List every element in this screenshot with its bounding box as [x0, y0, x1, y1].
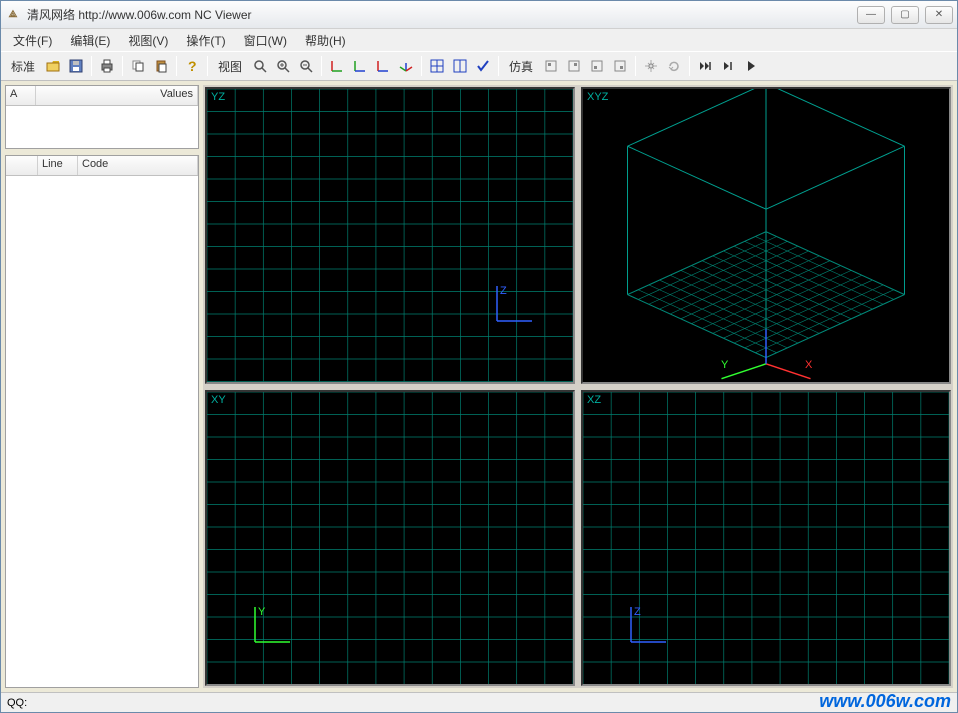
toolbar-label-standard: 标准 [5, 58, 41, 75]
sim-tool2-icon[interactable] [563, 55, 585, 77]
save-icon[interactable] [65, 55, 87, 77]
attributes-panel: A Values [5, 85, 199, 149]
pan-icon[interactable] [640, 55, 662, 77]
fast-forward-icon[interactable] [694, 55, 716, 77]
axis-label-y2: Y [258, 606, 265, 618]
statusbar: QQ: www.006w.com [1, 692, 957, 712]
zoom-fit-icon[interactable] [249, 55, 271, 77]
layout-2-icon[interactable] [449, 55, 471, 77]
axis-yz-icon[interactable] [349, 55, 371, 77]
viewport-xz[interactable]: XZ Z [581, 390, 951, 687]
toolbar-separator [207, 56, 208, 76]
viewport-label-xy: XY [211, 394, 226, 406]
watermark: www.006w.com [819, 691, 951, 712]
left-pane: A Values Line Code [5, 85, 199, 688]
toolbar-label-view: 视图 [212, 58, 248, 75]
content-area: A Values Line Code YZ [1, 81, 957, 692]
rotate-icon[interactable] [663, 55, 685, 77]
zoom-in-icon[interactable] [272, 55, 294, 77]
code-header: Line Code [6, 156, 198, 176]
menu-help[interactable]: 帮助(H) [297, 30, 354, 51]
zoom-out-icon[interactable] [295, 55, 317, 77]
menu-window[interactable]: 窗口(W) [236, 30, 295, 51]
toolbar-separator [635, 56, 636, 76]
copy-icon[interactable] [127, 55, 149, 77]
toolbar-separator [176, 56, 177, 76]
app-icon: ⟁ [5, 7, 21, 23]
grid-yz [207, 89, 573, 382]
play-icon[interactable] [740, 55, 762, 77]
sim-tool1-icon[interactable] [540, 55, 562, 77]
code-panel: Line Code [5, 155, 199, 688]
code-body [6, 176, 198, 687]
toolbar-separator [91, 56, 92, 76]
print-icon[interactable] [96, 55, 118, 77]
window-title: 清风网络 http://www.006w.com NC Viewer [27, 6, 857, 23]
minimize-button[interactable]: — [857, 6, 885, 24]
viewport-label-yz: YZ [211, 91, 225, 103]
grid-xz [583, 392, 949, 685]
window-controls: — ▢ ✕ [857, 6, 953, 24]
axis-label-z2: Z [634, 606, 641, 618]
axis-indicator-xz [631, 642, 632, 643]
svg-text:?: ? [188, 58, 197, 74]
code-header-line[interactable]: Line [38, 156, 78, 175]
viewport-xy[interactable]: XY Y [205, 390, 575, 687]
viewport-yz[interactable]: YZ Z [205, 87, 575, 384]
toolbar-separator [421, 56, 422, 76]
axis-indicator-yz [497, 321, 498, 322]
close-button[interactable]: ✕ [925, 6, 953, 24]
menu-action[interactable]: 操作(T) [178, 30, 233, 51]
check-icon[interactable] [472, 55, 494, 77]
layout-4-icon[interactable] [426, 55, 448, 77]
axis-label-z: Z [500, 285, 507, 297]
toolbar-separator [498, 56, 499, 76]
maximize-button[interactable]: ▢ [891, 6, 919, 24]
axis-indicator-xy [255, 642, 256, 643]
grid-xy [207, 392, 573, 685]
attributes-body [6, 106, 198, 148]
menu-edit[interactable]: 编辑(E) [62, 30, 118, 51]
paste-icon[interactable] [150, 55, 172, 77]
attributes-header: A Values [6, 86, 198, 106]
open-icon[interactable] [42, 55, 64, 77]
axis-label-y: Y [721, 359, 728, 371]
help-icon[interactable]: ? [181, 55, 203, 77]
axis-xy-icon[interactable] [326, 55, 348, 77]
code-header-code[interactable]: Code [78, 156, 198, 175]
sim-tool4-icon[interactable] [609, 55, 631, 77]
app-window: ⟁ 清风网络 http://www.006w.com NC Viewer — ▢… [0, 0, 958, 713]
toolbar: 标准 ? 视图 [1, 51, 957, 81]
attributes-header-values[interactable]: Values [36, 86, 198, 105]
menu-view[interactable]: 视图(V) [120, 30, 176, 51]
attributes-header-a[interactable]: A [6, 86, 36, 105]
menubar: 文件(F) 编辑(E) 视图(V) 操作(T) 窗口(W) 帮助(H) [1, 29, 957, 51]
viewport-area: YZ Z XYZ [203, 85, 953, 688]
toolbar-separator [689, 56, 690, 76]
statusbar-label: QQ: [7, 697, 27, 709]
titlebar: ⟁ 清风网络 http://www.006w.com NC Viewer — ▢… [1, 1, 957, 29]
axis-iso-icon[interactable] [395, 55, 417, 77]
viewport-label-xyz: XYZ [587, 91, 608, 103]
toolbar-separator [321, 56, 322, 76]
viewport-label-xz: XZ [587, 394, 601, 406]
step-icon[interactable] [717, 55, 739, 77]
toolbar-label-sim: 仿真 [503, 58, 539, 75]
code-header-blank[interactable] [6, 156, 38, 175]
menu-file[interactable]: 文件(F) [5, 30, 60, 51]
toolbar-separator [122, 56, 123, 76]
sim-tool3-icon[interactable] [586, 55, 608, 77]
axis-label-x: X [805, 359, 812, 371]
axis-xz-icon[interactable] [372, 55, 394, 77]
viewport-xyz[interactable]: XYZ X Y [581, 87, 951, 384]
iso-view [583, 89, 949, 382]
